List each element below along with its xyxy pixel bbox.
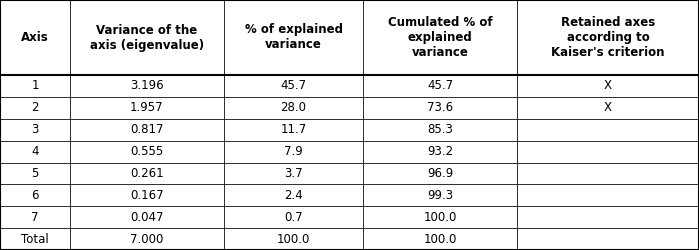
Bar [70, 162, 224, 184]
Bar [70, 75, 224, 97]
Bar [224, 141, 363, 163]
Text: 7: 7 [31, 211, 38, 224]
Text: Retained axes
according to
Kaiser's criterion: Retained axes according to Kaiser's crit… [552, 16, 665, 59]
Bar [224, 119, 363, 141]
Bar [224, 162, 363, 184]
Text: 28.0: 28.0 [280, 101, 307, 114]
Text: Total: Total [21, 232, 49, 245]
Bar [363, 141, 517, 163]
Bar [0, 184, 70, 206]
Bar [517, 75, 699, 97]
Text: 11.7: 11.7 [280, 123, 307, 136]
Bar [224, 0, 363, 75]
Bar [224, 228, 363, 250]
Text: 2: 2 [31, 101, 38, 114]
Text: 2.4: 2.4 [284, 189, 303, 202]
Text: 0.555: 0.555 [130, 145, 164, 158]
Bar [363, 97, 517, 119]
Bar [70, 141, 224, 163]
Bar [0, 0, 70, 75]
Bar [0, 119, 70, 141]
Bar [70, 228, 224, 250]
Bar [517, 141, 699, 163]
Bar [70, 206, 224, 228]
Bar [70, 119, 224, 141]
Text: X: X [604, 80, 612, 92]
Bar [517, 0, 699, 75]
Text: 4: 4 [31, 145, 38, 158]
Text: 45.7: 45.7 [280, 80, 307, 92]
Text: Variance of the
axis (eigenvalue): Variance of the axis (eigenvalue) [89, 24, 204, 52]
Bar [363, 75, 517, 97]
Bar [363, 162, 517, 184]
Bar [0, 228, 70, 250]
Text: 3.196: 3.196 [130, 80, 164, 92]
Text: 99.3: 99.3 [427, 189, 454, 202]
Text: 1: 1 [31, 80, 38, 92]
Bar [0, 141, 70, 163]
Text: 0.261: 0.261 [130, 167, 164, 180]
Bar [517, 228, 699, 250]
Text: 93.2: 93.2 [427, 145, 454, 158]
Bar [363, 119, 517, 141]
Bar [363, 0, 517, 75]
Text: 100.0: 100.0 [424, 211, 457, 224]
Text: 7.9: 7.9 [284, 145, 303, 158]
Text: 0.817: 0.817 [130, 123, 164, 136]
Bar [517, 184, 699, 206]
Text: 0.167: 0.167 [130, 189, 164, 202]
Bar [517, 206, 699, 228]
Bar [363, 228, 517, 250]
Text: Axis: Axis [21, 31, 49, 44]
Bar [0, 97, 70, 119]
Bar [517, 119, 699, 141]
Text: 100.0: 100.0 [277, 232, 310, 245]
Bar [0, 75, 70, 97]
Bar [517, 162, 699, 184]
Text: 6: 6 [31, 189, 38, 202]
Bar [0, 162, 70, 184]
Text: 1.957: 1.957 [130, 101, 164, 114]
Text: X: X [604, 101, 612, 114]
Text: 5: 5 [31, 167, 38, 180]
Text: 85.3: 85.3 [427, 123, 454, 136]
Bar [224, 206, 363, 228]
Text: 100.0: 100.0 [424, 232, 457, 245]
Bar [70, 0, 224, 75]
Text: % of explained
variance: % of explained variance [245, 24, 343, 52]
Text: 0.047: 0.047 [130, 211, 164, 224]
Bar [70, 184, 224, 206]
Bar [517, 97, 699, 119]
Bar [363, 184, 517, 206]
Text: 7.000: 7.000 [130, 232, 164, 245]
Bar [224, 97, 363, 119]
Text: 3.7: 3.7 [284, 167, 303, 180]
Bar [363, 206, 517, 228]
Text: 96.9: 96.9 [427, 167, 454, 180]
Text: 0.7: 0.7 [284, 211, 303, 224]
Bar [0, 206, 70, 228]
Text: 73.6: 73.6 [427, 101, 454, 114]
Bar [224, 184, 363, 206]
Bar [70, 97, 224, 119]
Bar [224, 75, 363, 97]
Text: Cumulated % of
explained
variance: Cumulated % of explained variance [388, 16, 493, 59]
Text: 45.7: 45.7 [427, 80, 454, 92]
Text: 3: 3 [31, 123, 38, 136]
